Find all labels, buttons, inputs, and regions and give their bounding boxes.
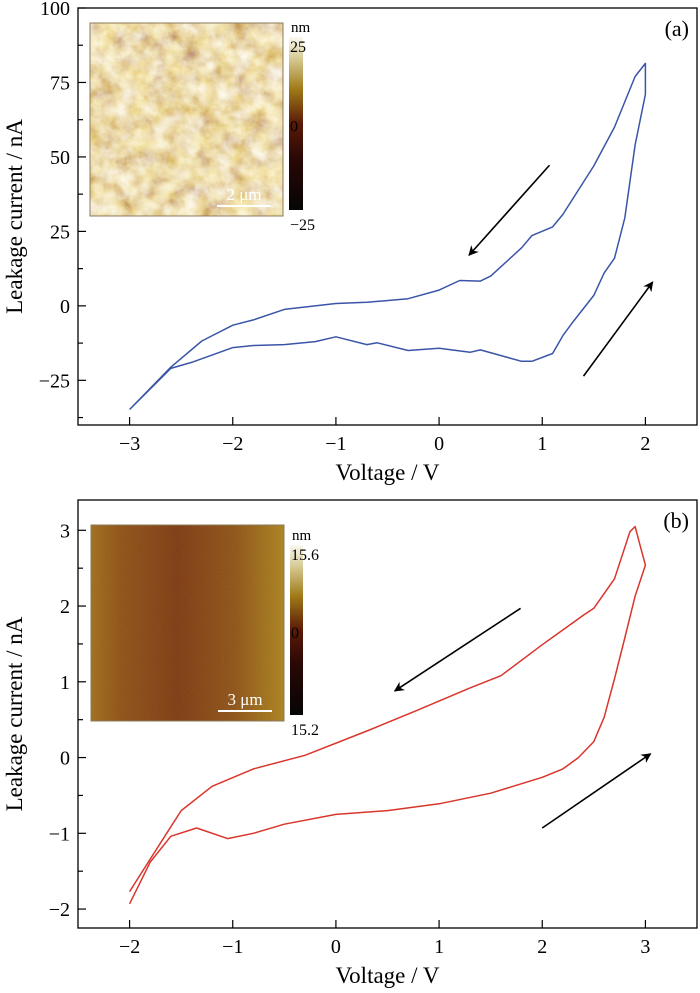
plot-frame xyxy=(77,499,698,929)
x-tick-label: −1 xyxy=(325,433,346,455)
colorbar-max-label: 25 xyxy=(290,39,306,56)
y-tick-label: −1 xyxy=(49,823,70,845)
y-tick-label: 3 xyxy=(60,520,70,542)
y-tick-label: −2 xyxy=(49,899,70,921)
x-tick-label: 1 xyxy=(434,936,444,958)
afm-inset: 2 μm nm 25 0 −25 xyxy=(89,20,315,234)
colorbar-mid-label: 0 xyxy=(291,625,299,642)
panel-a: −3 −2 −1 0 1 2 −25 0 25 50 75 100 Voltage / V Leakage… xyxy=(2,0,698,485)
x-tick-label: −2 xyxy=(222,433,243,455)
y-tick-label: 0 xyxy=(60,748,70,770)
x-axis-label: Voltage / V xyxy=(336,963,440,988)
sweep-direction-arrow xyxy=(393,607,522,692)
colorbar-unit: nm xyxy=(292,528,312,544)
afm-inset: 3 μm nm 15.6 0 15.2 xyxy=(90,524,319,739)
sweep-direction-arrow xyxy=(582,281,654,377)
x-tick-label: 1 xyxy=(537,433,547,455)
colorbar-mid-label: 0 xyxy=(290,119,298,136)
plot-frame xyxy=(77,7,698,426)
x-axis-label: Voltage / V xyxy=(336,460,440,485)
x-tick-label: 0 xyxy=(434,433,444,455)
colorbar xyxy=(290,545,303,715)
x-tick-label: −3 xyxy=(119,433,140,455)
iv-loop-line xyxy=(128,525,647,905)
afm-image xyxy=(90,23,283,216)
panel-label: (a) xyxy=(665,16,689,41)
scale-bar-label: 2 μm xyxy=(226,185,261,204)
x-tick-label: 3 xyxy=(640,936,650,958)
x-tick-label: −2 xyxy=(119,936,140,958)
x-tick-label: 0 xyxy=(331,936,341,958)
colorbar xyxy=(289,37,303,210)
iv-loop-line xyxy=(129,62,647,411)
y-tick-label: 25 xyxy=(50,221,70,243)
sweep-direction-arrow xyxy=(468,164,551,256)
panel-b: −2 −1 0 1 2 3 −2 −1 0 1 2 3 Voltage / V Leakage curre… xyxy=(2,499,698,988)
scale-bar-label: 3 μm xyxy=(227,690,262,709)
x-tick-label: 2 xyxy=(537,936,547,958)
y-tick-label: 50 xyxy=(50,147,70,169)
colorbar-unit: nm xyxy=(291,20,311,36)
y-tick-label: 1 xyxy=(60,672,70,694)
afm-image-border xyxy=(89,22,284,217)
y-tick-label: 75 xyxy=(50,72,70,94)
x-tick-label: 2 xyxy=(640,433,650,455)
colorbar-min-label: 15.2 xyxy=(291,722,319,739)
colorbar-min-label: −25 xyxy=(290,217,315,234)
y-axis-label: Leakage current / nA xyxy=(2,616,27,811)
afm-image-grain xyxy=(91,525,284,721)
afm-image-border xyxy=(90,524,285,722)
colorbar-max-label: 15.6 xyxy=(291,547,319,564)
x-tick-label: −1 xyxy=(222,936,243,958)
y-tick-label: 0 xyxy=(60,296,70,318)
y-tick-label: 100 xyxy=(40,0,70,20)
y-axis-label: Leakage current / nA xyxy=(2,119,27,314)
sweep-direction-arrow xyxy=(541,753,652,829)
panel-label: (b) xyxy=(663,508,689,533)
y-tick-label: 2 xyxy=(60,596,70,618)
y-tick-label: −25 xyxy=(39,370,70,392)
